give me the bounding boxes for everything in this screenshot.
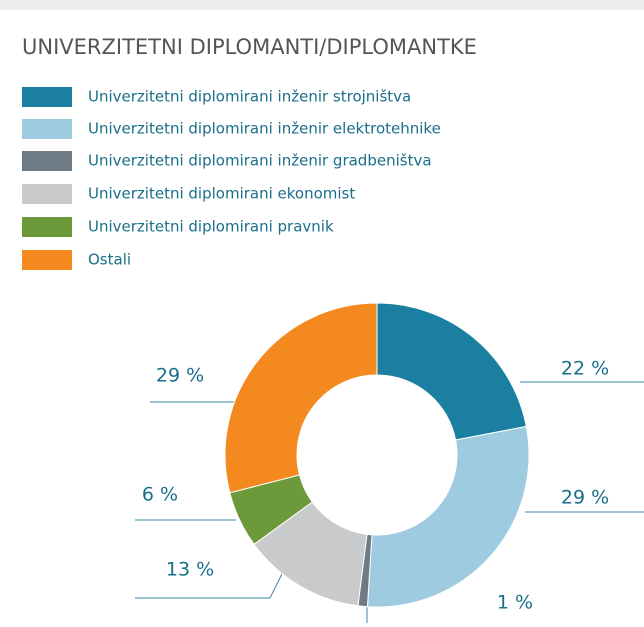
data-label: 1 % bbox=[497, 592, 533, 614]
data-label: 29 % bbox=[156, 365, 204, 387]
legend-label: Univerzitetni diplomirani inženir elektr… bbox=[88, 120, 441, 138]
legend-swatch bbox=[22, 217, 72, 237]
donut-segment bbox=[366, 425, 530, 608]
legend-swatch bbox=[22, 119, 72, 139]
donut-segment bbox=[224, 302, 378, 494]
legend-label: Ostali bbox=[88, 251, 131, 269]
data-label: 13 % bbox=[166, 559, 214, 581]
data-label: 29 % bbox=[561, 487, 609, 509]
legend-swatch bbox=[22, 184, 72, 204]
chart-title: UNIVERZITETNI DIPLOMANTI/DIPLOMANTKE bbox=[22, 35, 477, 59]
leader-lines bbox=[135, 381, 644, 623]
data-label: 22 % bbox=[561, 358, 609, 380]
data-label: 6 % bbox=[142, 484, 178, 506]
top-strip bbox=[0, 0, 644, 10]
legend-swatch bbox=[22, 151, 72, 171]
legend-label: Univerzitetni diplomirani inženir strojn… bbox=[88, 88, 411, 106]
legend-swatch bbox=[22, 87, 72, 107]
legend-label: Univerzitetni diplomirani pravnik bbox=[88, 218, 334, 236]
legend-swatch bbox=[22, 250, 72, 270]
legend-label: Univerzitetni diplomirani inženir gradbe… bbox=[88, 152, 432, 170]
legend-label: Univerzitetni diplomirani ekonomist bbox=[88, 185, 355, 203]
donut-segment bbox=[376, 302, 527, 441]
leader-line bbox=[135, 571, 284, 599]
